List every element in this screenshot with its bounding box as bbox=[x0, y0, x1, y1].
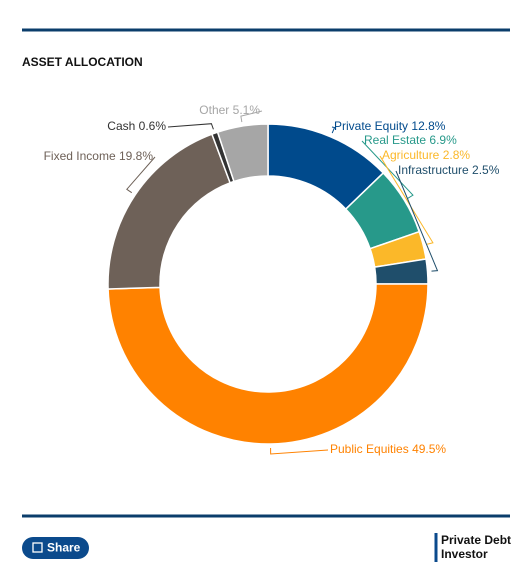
label-value: 2.8% bbox=[443, 148, 471, 162]
slice bbox=[216, 123, 269, 183]
slice-label: Other 5.1% bbox=[199, 103, 260, 117]
slice-label: Cash 0.6% bbox=[107, 119, 166, 133]
slice-label: Fixed Income 19.8% bbox=[44, 149, 154, 163]
label-name: Public Equities bbox=[330, 442, 409, 456]
share-label[interactable]: Share bbox=[47, 541, 81, 555]
label-name: Other bbox=[199, 103, 229, 117]
label-name: Cash bbox=[107, 119, 135, 133]
leader-line bbox=[240, 110, 263, 123]
leader-line bbox=[395, 170, 439, 272]
logo-line: Investor bbox=[441, 547, 488, 561]
slice bbox=[107, 283, 429, 445]
label-value: 6.9% bbox=[429, 133, 457, 147]
slice-label: Infrastructure 2.5% bbox=[398, 163, 500, 177]
label-value: 5.1% bbox=[233, 103, 261, 117]
label-name: Fixed Income bbox=[44, 149, 116, 163]
share-button[interactable]: Share bbox=[22, 537, 89, 559]
leader-line bbox=[379, 155, 434, 245]
leader-line bbox=[331, 126, 336, 134]
logo-line: Private Debt bbox=[441, 533, 511, 547]
share-icon bbox=[32, 542, 43, 553]
leader-line bbox=[126, 156, 156, 194]
label-value: 12.8% bbox=[411, 119, 445, 133]
slice-label: Real Estate 6.9% bbox=[364, 133, 457, 147]
slice-label: Public Equities 49.5% bbox=[330, 442, 446, 456]
label-name: Agriculture bbox=[382, 148, 440, 162]
label-value: 0.6% bbox=[139, 119, 167, 133]
donut: Private Equity 12.8%Real Estate 6.9%Agri… bbox=[44, 103, 500, 456]
leader-line bbox=[167, 123, 214, 130]
label-name: Real Estate bbox=[364, 133, 426, 147]
label-value: 2.5% bbox=[472, 163, 500, 177]
slice-label: Private Equity 12.8% bbox=[334, 119, 446, 133]
slice-label: Agriculture 2.8% bbox=[382, 148, 470, 162]
leader-line bbox=[270, 447, 329, 455]
label-name: Private Equity bbox=[334, 119, 408, 133]
label-value: 49.5% bbox=[412, 442, 446, 456]
label-name: Infrastructure bbox=[398, 163, 469, 177]
label-value: 19.8% bbox=[119, 149, 153, 163]
chart-title: ASSET ALLOCATION bbox=[22, 55, 143, 69]
leader-line bbox=[361, 140, 414, 199]
